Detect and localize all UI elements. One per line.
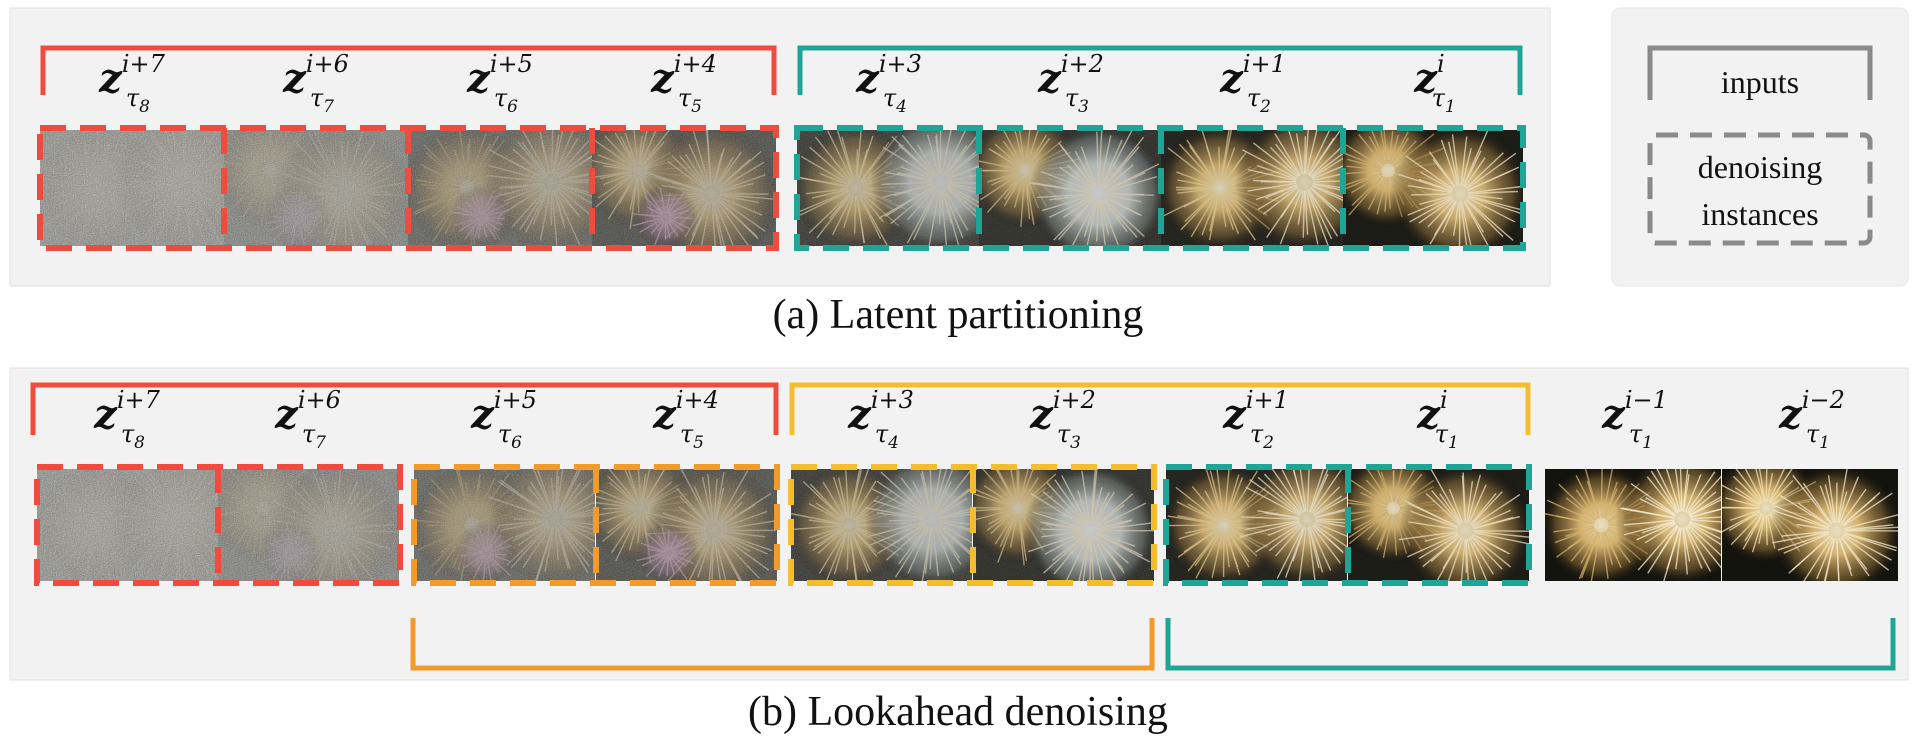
panel-a-frame-image: [797, 130, 981, 246]
panel-b-latent-label: zi+5 τ6: [470, 386, 537, 453]
panel-a-latent-label: zi+3 τ4: [855, 50, 922, 117]
panel-a-frame-image: [592, 130, 776, 246]
panel-b-latent-label: zi τ1: [1416, 386, 1459, 453]
panel-b-latent-label: zi+3 τ4: [847, 386, 914, 453]
panel-a-frame-image: [979, 130, 1163, 246]
panel-b-orange-bottom-bracket: [410, 618, 1155, 671]
legend-denoising-label-line1: denoising: [1698, 149, 1822, 185]
legend-inputs-label: inputs: [1721, 64, 1799, 100]
panel-b-latent-label: zi−1 τ1: [1601, 386, 1668, 453]
panel-b-yellow-input-bracket: [789, 382, 1531, 435]
panel-b-frame-image: [1722, 469, 1898, 581]
panel-a-frame-image: [408, 130, 592, 246]
panel-a-latent-label: zi τ1: [1413, 50, 1456, 117]
panel-a-frame-image: [40, 130, 224, 246]
panel-b-latent-label: zi+7 τ8: [93, 386, 161, 453]
panel-b-red-input-bracket: [30, 382, 779, 435]
panel-a-frames: [40, 130, 1523, 246]
panel-b-frame-image: [1348, 469, 1529, 581]
panel-b-latent-label: zi−2 τ1: [1778, 386, 1845, 453]
panel-b-frame-image: [596, 469, 777, 581]
panel-b-frame-image: [1166, 469, 1347, 581]
panel-b-latent-label: zi+4 τ5: [652, 386, 719, 453]
panel-a-caption: (a) Latent partitioning: [773, 292, 1144, 338]
panel-a-latent-label: zi+5 τ6: [466, 50, 533, 117]
legend-inputs-bracket-icon: [1647, 45, 1873, 100]
panel-a-latent-label: zi+1 τ2: [1219, 50, 1286, 117]
panel-a-latent-label: zi+6 τ7: [282, 50, 349, 117]
panel-b-frame-image: [37, 469, 218, 581]
legend-denoising-label-line2: instances: [1701, 196, 1818, 232]
panel-a-teal-input-bracket: [797, 45, 1523, 95]
legend-background: [1611, 7, 1909, 287]
panel-a-labels: zi+7 τ8 zi+6 τ7 zi+5 τ6 zi+4 τ5 zi+3 τ4 zi+2 τ3 zi+1…: [98, 50, 1456, 117]
panel-b-frame-image: [791, 469, 972, 581]
panel-b-caption: (b) Lookahead denoising: [748, 689, 1168, 735]
panel-a-frame-image: [1161, 130, 1345, 246]
panel-a-latent-label: zi+2 τ3: [1037, 50, 1104, 117]
panel-b-latent-label: zi+2 τ3: [1029, 386, 1096, 453]
panel-b-frames: [37, 469, 1898, 581]
panel-a-latent-label: zi+7 τ8: [98, 50, 166, 117]
panel-b-frame-image: [414, 469, 595, 581]
panel-b-frame-image: [973, 469, 1154, 581]
panel-a-frame-image: [1343, 130, 1523, 246]
panel-b-teal-bottom-bracket: [1165, 618, 1896, 671]
panel-b-frame-image: [1545, 469, 1721, 581]
panel-a-latent-label: zi+4 τ5: [650, 50, 717, 117]
legend-denoising-box-icon: [1647, 132, 1873, 246]
panel-a-frame-image: [224, 130, 408, 246]
panel-b-frame-image: [218, 469, 399, 581]
panel-b-labels: zi+7 τ8 zi+6 τ7 zi+5 τ6 zi+4 τ5 zi+3 τ4 zi+2 τ3 zi+1…: [93, 386, 1845, 453]
panel-b-latent-label: zi+1 τ2: [1222, 386, 1289, 453]
panel-a-red-input-bracket: [40, 45, 777, 95]
panel-b-latent-label: zi+6 τ7: [274, 386, 341, 453]
